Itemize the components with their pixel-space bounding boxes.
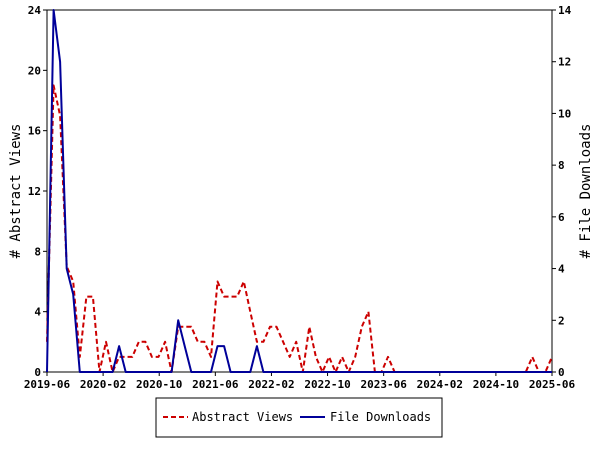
y-left-tick-label: 8 xyxy=(34,245,41,258)
y-left-tick-label: 20 xyxy=(28,64,41,77)
y-right-tick-label: 4 xyxy=(558,263,565,276)
y-left-tick-label: 0 xyxy=(34,366,41,379)
y-left-axis-title: # Abstract Views xyxy=(8,124,24,259)
y-right-tick-label: 12 xyxy=(558,56,571,69)
y-left-tick-label: 16 xyxy=(28,125,42,138)
series-line-abstract-views xyxy=(46,84,553,373)
y-right-axis-title: # File Downloads xyxy=(578,124,594,259)
x-tick-label: 2022-02 xyxy=(248,378,294,391)
x-tick-label: 2022-10 xyxy=(304,378,350,391)
x-tick-label: 2025-06 xyxy=(529,378,576,391)
y-right-tick-label: 14 xyxy=(558,4,572,17)
y-right-tick-label: 6 xyxy=(558,211,565,224)
x-tick-label: 2020-10 xyxy=(136,378,182,391)
legend-label-file-downloads: File Downloads xyxy=(330,410,431,424)
y-right-tick-label: 2 xyxy=(558,314,565,327)
x-tick-label: 2024-02 xyxy=(417,378,463,391)
x-tick-label: 2024-10 xyxy=(473,378,519,391)
y-right-tick-label: 8 xyxy=(558,159,565,172)
x-tick-label: 2020-02 xyxy=(80,378,126,391)
x-tick-label: 2019-06 xyxy=(24,378,71,391)
y-left-tick-label: 12 xyxy=(28,185,41,198)
plot-area xyxy=(46,9,553,373)
legend: Abstract Views File Downloads xyxy=(155,397,443,438)
x-tick-label: 2021-06 xyxy=(192,378,239,391)
legend-label-abstract-views: Abstract Views xyxy=(192,410,293,424)
x-tick-label: 2023-06 xyxy=(360,378,407,391)
y-left-tick-label: 24 xyxy=(28,4,42,17)
y-right-tick-label: 10 xyxy=(558,107,571,120)
legend-box xyxy=(155,397,443,438)
y-right-tick-label: 0 xyxy=(558,366,565,379)
series-line-file-downloads xyxy=(46,9,552,373)
y-left-tick-label: 4 xyxy=(34,306,41,319)
